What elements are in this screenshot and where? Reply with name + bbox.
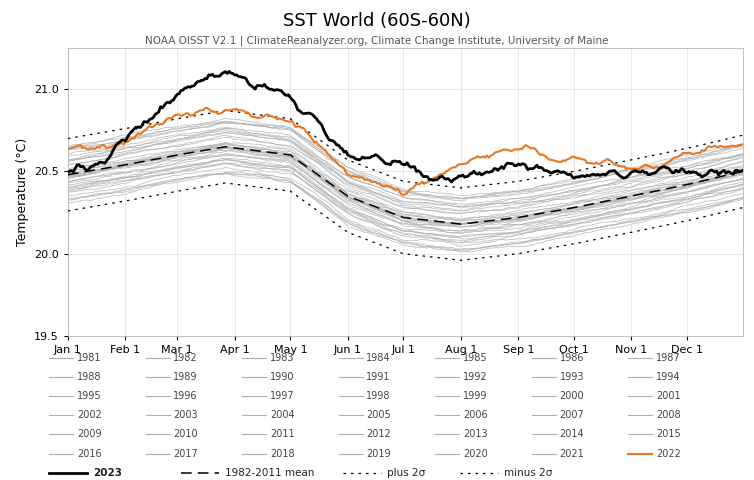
Text: 2004: 2004	[270, 410, 295, 420]
Text: 2008: 2008	[656, 410, 681, 420]
Text: 2010: 2010	[173, 430, 198, 439]
Y-axis label: Temperature (°C): Temperature (°C)	[16, 138, 29, 246]
Text: 1986: 1986	[559, 353, 584, 362]
Text: 2012: 2012	[366, 430, 391, 439]
Text: 2000: 2000	[559, 391, 584, 401]
Text: 1998: 1998	[366, 391, 391, 401]
Text: 1996: 1996	[173, 391, 198, 401]
Text: 1994: 1994	[656, 372, 680, 382]
Text: 1989: 1989	[173, 372, 198, 382]
Text: 2007: 2007	[559, 410, 584, 420]
Text: 1982-2011 mean: 1982-2011 mean	[225, 468, 314, 478]
Text: 1999: 1999	[463, 391, 487, 401]
Text: 2013: 2013	[463, 430, 488, 439]
Text: 1988: 1988	[77, 372, 101, 382]
Text: 2011: 2011	[270, 430, 295, 439]
Text: 2021: 2021	[559, 449, 584, 458]
Text: 2006: 2006	[463, 410, 488, 420]
Text: NOAA OISST V2.1 | ClimateReanalyzer.org, Climate Change Institute, University of: NOAA OISST V2.1 | ClimateReanalyzer.org,…	[146, 36, 608, 47]
Text: SST World (60S-60N): SST World (60S-60N)	[283, 12, 471, 30]
Text: 1997: 1997	[270, 391, 295, 401]
Text: 2002: 2002	[77, 410, 102, 420]
Text: 2015: 2015	[656, 430, 681, 439]
Text: 2009: 2009	[77, 430, 102, 439]
Text: 1983: 1983	[270, 353, 294, 362]
Text: minus 2σ: minus 2σ	[504, 468, 552, 478]
Text: 2014: 2014	[559, 430, 584, 439]
Text: plus 2σ: plus 2σ	[387, 468, 425, 478]
Text: 1993: 1993	[559, 372, 584, 382]
Text: 1981: 1981	[77, 353, 101, 362]
Text: 2023: 2023	[93, 468, 121, 478]
Text: 2018: 2018	[270, 449, 295, 458]
Text: 1992: 1992	[463, 372, 488, 382]
Text: 1995: 1995	[77, 391, 102, 401]
Text: 2020: 2020	[463, 449, 488, 458]
Text: 1990: 1990	[270, 372, 294, 382]
Text: 1987: 1987	[656, 353, 681, 362]
Text: 2001: 2001	[656, 391, 681, 401]
Text: 1985: 1985	[463, 353, 488, 362]
Text: 1991: 1991	[366, 372, 391, 382]
Text: 1982: 1982	[173, 353, 198, 362]
Text: 2017: 2017	[173, 449, 198, 458]
Text: 1984: 1984	[366, 353, 391, 362]
Text: 2005: 2005	[366, 410, 391, 420]
Text: 2016: 2016	[77, 449, 102, 458]
Text: 2003: 2003	[173, 410, 198, 420]
Text: 2019: 2019	[366, 449, 391, 458]
Text: 2022: 2022	[656, 449, 681, 458]
